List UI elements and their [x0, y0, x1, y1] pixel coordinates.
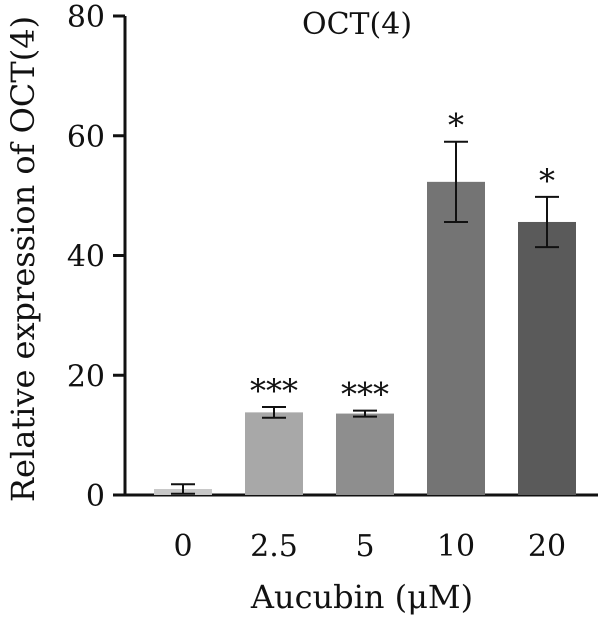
error-bar	[171, 483, 195, 495]
x-tick-label: 10	[437, 529, 475, 564]
y-tick-label: 40	[67, 240, 105, 275]
y-ticks: 0 20 40 60 80	[67, 0, 125, 514]
bars: *** *****	[154, 107, 576, 495]
y-tick-label: 20	[67, 359, 105, 394]
chart-title: OCT(4)	[302, 7, 412, 42]
y-axis-title: Relative expression of OCT(4)	[4, 16, 42, 502]
y-tick-label: 60	[67, 120, 105, 155]
error-bar	[262, 405, 286, 419]
significance-label: ***	[341, 376, 389, 414]
error-bar	[535, 195, 559, 249]
bar	[427, 181, 485, 495]
y-tick-label: 0	[86, 479, 105, 514]
bar	[518, 221, 576, 495]
x-tick-label: 2.5	[250, 529, 298, 564]
bar	[245, 412, 303, 495]
x-axis-title: Aucubin (μM)	[250, 578, 473, 616]
x-tick-label: 5	[355, 529, 374, 564]
error-bar	[353, 409, 377, 418]
error-bar	[444, 140, 468, 223]
bar	[336, 413, 394, 495]
x-tick-label: 20	[528, 529, 566, 564]
significance-label: *	[448, 107, 464, 145]
x-ticks: 0 2.5 5 10 20	[173, 529, 566, 564]
x-tick-label: 0	[173, 529, 192, 564]
significance-label: *	[539, 162, 555, 200]
significance-label: ***	[250, 372, 298, 410]
y-tick-label: 80	[67, 0, 105, 35]
